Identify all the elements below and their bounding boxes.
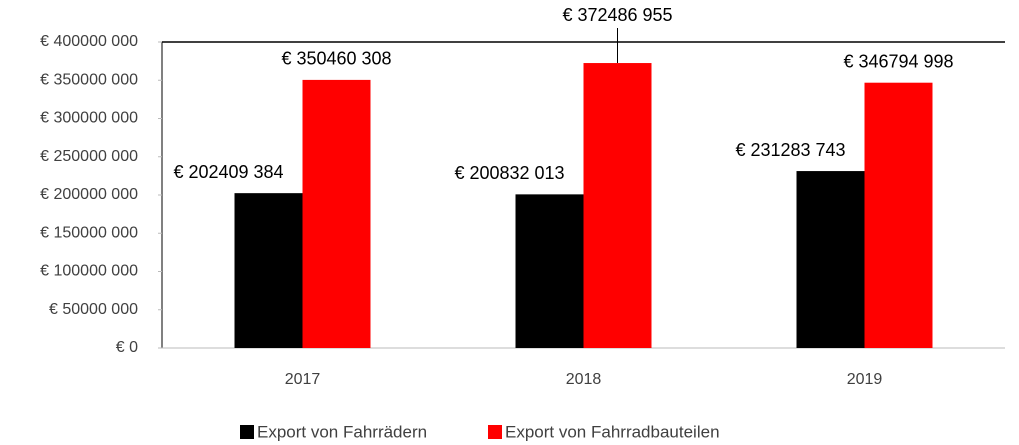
legend-swatch: [240, 425, 254, 439]
bar: [864, 82, 933, 348]
bar: [302, 79, 371, 349]
value-label: € 200832 013: [454, 163, 564, 183]
value-label: € 346794 998: [843, 51, 953, 71]
y-tick-label: € 350000 000: [40, 71, 138, 88]
legend-label: Export von Fahrradbauteilen: [505, 422, 720, 441]
x-tick-label: 2018: [566, 371, 602, 388]
bar: [515, 194, 584, 348]
legend-swatch: [488, 425, 502, 439]
value-label: € 372486 955: [562, 5, 672, 25]
y-tick-label: € 400000 000: [40, 33, 138, 50]
bar: [796, 171, 865, 348]
value-label: € 350460 308: [281, 49, 391, 69]
bar: [234, 193, 303, 348]
y-tick-label: € 300000 000: [40, 110, 138, 127]
y-tick-label: € 250000 000: [40, 148, 138, 165]
y-tick-label: € 0: [116, 339, 138, 356]
y-tick-label: € 100000 000: [40, 263, 138, 280]
value-label: € 231283 743: [735, 140, 845, 160]
x-tick-label: 2019: [847, 371, 883, 388]
legend-label: Export von Fahrrädern: [257, 422, 427, 441]
y-tick-label: € 200000 000: [40, 186, 138, 203]
y-tick-label: € 50000 000: [49, 301, 138, 318]
bar: [583, 63, 652, 348]
y-tick-label: € 150000 000: [40, 224, 138, 241]
value-label: € 202409 384: [173, 162, 283, 182]
x-tick-label: 2017: [285, 371, 321, 388]
